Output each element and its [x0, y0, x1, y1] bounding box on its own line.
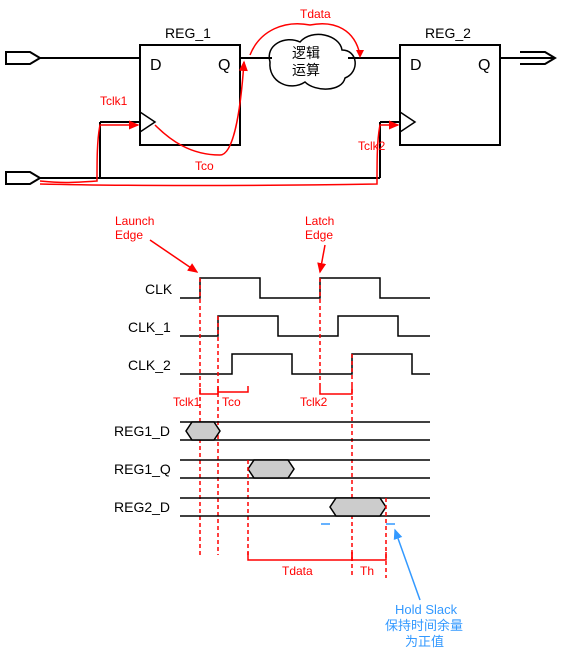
th-timing-text: Th — [360, 564, 374, 578]
input-pin-data — [6, 52, 40, 64]
tdata-timing-text: Tdata — [282, 564, 313, 578]
th-bracket — [352, 552, 386, 560]
tclk2-text: Tclk2 — [358, 139, 386, 153]
reg1d-label: REG1_D — [114, 423, 170, 439]
holdslack-cn1: 保持时间余量 — [385, 618, 463, 633]
latch-arrow — [320, 245, 325, 272]
latch-edge-label: LatchEdge — [305, 214, 334, 242]
input-pin-clk — [6, 172, 40, 184]
tco-text: Tco — [195, 159, 214, 173]
tclk1-bracket — [200, 388, 218, 394]
tdata-bracket — [248, 552, 352, 560]
tco-timing-text: Tco — [222, 395, 241, 409]
holdslack-text: Hold Slack — [395, 602, 458, 617]
tco-bracket — [218, 386, 248, 392]
reg2-clk-triangle — [400, 112, 415, 132]
reg1-d: D — [150, 57, 162, 74]
clk2-label: CLK_2 — [128, 357, 171, 373]
reg2-d: D — [410, 57, 422, 74]
cloud-text-2: 运算 — [292, 62, 320, 78]
logic-cloud: 逻辑 运算 — [269, 34, 355, 89]
cloud-text-1: 逻辑 — [292, 45, 320, 61]
holdslack-arrow — [395, 530, 420, 600]
clk1-label: CLK_1 — [128, 319, 171, 335]
clk-wave — [180, 278, 430, 298]
reg2d-label: REG2_D — [114, 499, 170, 515]
holdslack-cn2: 为正值 — [405, 634, 444, 649]
reg2-title: REG_2 — [425, 25, 471, 41]
reg1-title: REG_1 — [165, 25, 211, 41]
tclk1-timing-text: Tclk1 — [173, 395, 201, 409]
tclk2-timing-text: Tclk2 — [300, 395, 328, 409]
tdata-text: Tdata — [300, 7, 331, 21]
tclk2-bracket — [320, 386, 352, 394]
launch-arrow — [150, 240, 197, 272]
reg1q-wave — [180, 460, 430, 478]
clk2-wave — [180, 354, 430, 374]
tclk1-path — [40, 125, 138, 183]
timing-diagram: LaunchEdge LatchEdge CLK CLK_1 CLK_2 Tcl… — [114, 214, 463, 649]
tclk1-text: Tclk1 — [100, 94, 128, 108]
reg2-q: Q — [478, 57, 490, 74]
reg1q-label: REG1_Q — [114, 461, 171, 477]
circuit-diagram: REG_1 D Q 逻辑 运算 REG_2 D Q Tclk1 Tco — [6, 7, 555, 186]
tco-path — [155, 62, 244, 155]
reg1-q: Q — [218, 57, 230, 74]
clk-label: CLK — [145, 281, 173, 297]
launch-edge-label: LaunchEdge — [115, 214, 154, 242]
reg1-clk-triangle — [140, 112, 155, 132]
